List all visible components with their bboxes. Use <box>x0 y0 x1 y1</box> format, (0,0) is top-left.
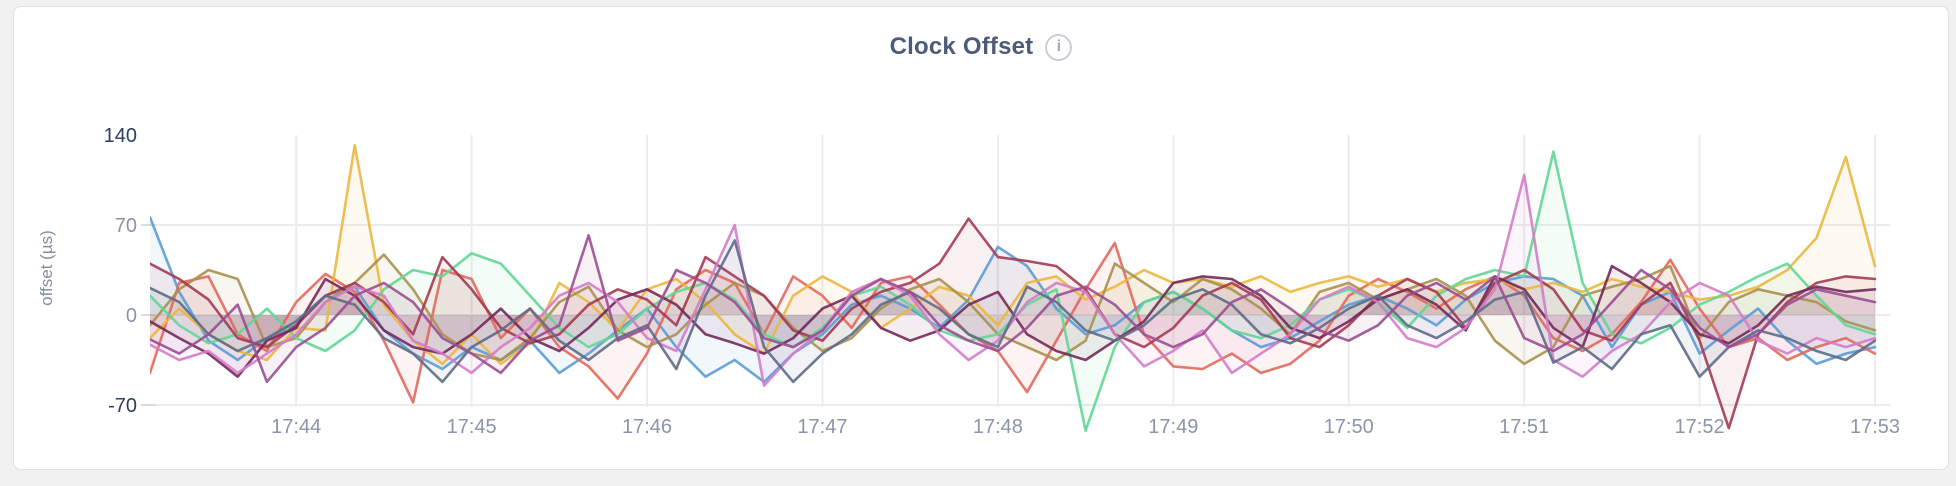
x-tick-label-17:47: 17:47 <box>797 416 847 438</box>
chart-card: Clock Offset i <box>13 6 1949 470</box>
info-icon[interactable]: i <box>1045 33 1073 61</box>
y-tick-label-0: 0 <box>126 305 137 327</box>
x-tick-label-17:52: 17:52 <box>1675 416 1725 438</box>
series-fill-slate <box>150 240 1875 382</box>
x-tick-label-17:48: 17:48 <box>973 416 1023 438</box>
x-tick-label-17:45: 17:45 <box>447 416 497 438</box>
series-fill-maroon <box>150 218 1875 429</box>
x-tick-label-17:49: 17:49 <box>1148 416 1198 438</box>
series-line-red <box>150 241 1877 404</box>
x-tick-label-17:44: 17:44 <box>271 416 321 438</box>
chart-header: Clock Offset i <box>14 33 1948 61</box>
series-line-violet <box>150 234 1877 384</box>
series-fill-green <box>150 151 1875 431</box>
x-tick-label-17:53: 17:53 <box>1850 416 1900 438</box>
y-tick-label-140: 140 <box>104 125 137 147</box>
x-tick-label-17:46: 17:46 <box>622 416 672 438</box>
x-tick-label-17:50: 17:50 <box>1324 416 1374 438</box>
series-fill-yellow <box>150 145 1875 364</box>
series-group <box>150 144 1877 433</box>
y-tick-label--70: -70 <box>108 395 137 417</box>
series-line-orchid <box>150 173 1877 388</box>
y-axis-title: offset (µs) <box>37 230 56 306</box>
series-fill-violet <box>150 235 1875 382</box>
series-line-slate <box>150 239 1877 384</box>
series-line-blue <box>150 216 1877 384</box>
chart-title: Clock Offset <box>889 33 1034 60</box>
y-tick-label-70: 70 <box>115 215 137 237</box>
x-tick-label-17:51: 17:51 <box>1499 416 1549 438</box>
